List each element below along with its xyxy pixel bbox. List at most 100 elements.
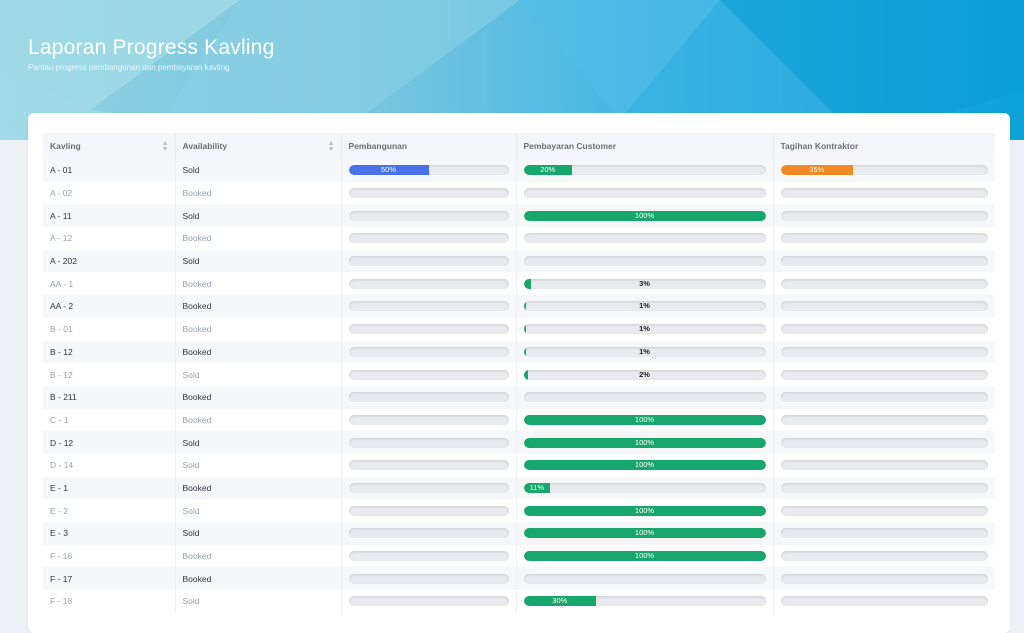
kavling-cell: A - 02: [43, 181, 176, 205]
pembayaran-progress-bar: 2%: [523, 369, 766, 380]
kavling-cell: E - 2: [43, 499, 176, 522]
pembangunan-progress-bar: [348, 528, 509, 539]
table-row[interactable]: E - 2 Sold 100%: [43, 499, 995, 522]
progress-fill: [523, 437, 766, 448]
banner-background-pattern: [0, 0, 1024, 140]
table-header-row: Kavling ▲ ▼ Availability ▲ ▼ Pembangunan P…: [43, 133, 995, 159]
pembangunan-progress-bar: [348, 482, 509, 493]
table-row[interactable]: A - 202 Sold: [43, 249, 995, 273]
pembayaran-progress-bar: 100%: [523, 551, 766, 562]
pembayaran-cell: 100%: [516, 431, 774, 454]
table-row[interactable]: A - 01 Sold 50% 20% 35%: [43, 159, 995, 182]
table-row[interactable]: B - 211 Booked: [43, 385, 995, 409]
pembayaran-cell: [516, 567, 774, 591]
sort-icon[interactable]: ▲ ▼: [327, 140, 335, 153]
table-body: A - 01 Sold 50% 20% 35% A - 02 Booked A - 11 Sol…: [43, 159, 995, 613]
pembayaran-cell: 20%: [516, 159, 774, 182]
kavling-cell: B - 12: [43, 340, 176, 364]
table-row[interactable]: B - 01 Booked 1%: [43, 317, 995, 341]
progress-label: 50%: [380, 165, 396, 175]
pembayaran-cell: 100%: [516, 522, 774, 545]
pembayaran-progress-bar: 30%: [523, 596, 766, 607]
progress-fill: [523, 551, 766, 562]
pembangunan-progress-bar: [348, 346, 509, 357]
table-row[interactable]: F - 16 Booked 100%: [43, 544, 995, 568]
kavling-cell: E - 1: [43, 476, 176, 500]
pembayaran-cell: 30%: [516, 590, 774, 613]
table-row[interactable]: D - 14 Sold 100%: [43, 453, 995, 477]
pembangunan-cell: [341, 522, 517, 545]
pembayaran-progress-bar: 100%: [523, 210, 766, 221]
pembangunan-progress-bar: [348, 301, 509, 312]
column-header-tagihan-kontraktor: Tagihan Kontraktor: [773, 133, 995, 159]
pembangunan-progress-bar: [348, 414, 509, 425]
pembangunan-progress-bar: [348, 256, 509, 267]
kavling-cell: B - 01: [43, 317, 176, 341]
tagihan-cell: [773, 295, 995, 318]
pembangunan-progress-bar: [348, 392, 509, 403]
table-row[interactable]: D - 12 Sold 100%: [43, 431, 995, 454]
tagihan-progress-bar: [780, 551, 988, 562]
column-header-label: Pembangunan: [348, 141, 408, 151]
table-row[interactable]: E - 3 Sold 100%: [43, 522, 995, 545]
pembangunan-cell: [341, 181, 517, 205]
tagihan-cell: [773, 317, 995, 341]
column-header-kavling[interactable]: Kavling ▲ ▼: [43, 133, 176, 159]
kavling-cell: E - 3: [43, 522, 176, 545]
pembangunan-cell: [341, 340, 517, 364]
column-header-availability[interactable]: Availability ▲ ▼: [175, 133, 342, 159]
pembayaran-cell: 1%: [516, 295, 774, 318]
availability-cell: Booked: [175, 567, 342, 591]
availability-cell: Booked: [175, 227, 342, 250]
table-row[interactable]: A - 12 Booked: [43, 227, 995, 250]
availability-cell: Booked: [175, 295, 342, 318]
pembayaran-progress-bar: 3%: [523, 278, 766, 289]
progress-fill: [523, 460, 766, 471]
table-row[interactable]: A - 11 Sold 100%: [43, 204, 995, 228]
table-row[interactable]: F - 17 Booked: [43, 567, 995, 591]
table-row[interactable]: AA - 1 Booked 3%: [43, 272, 995, 296]
table-row[interactable]: C - 1 Booked 100%: [43, 408, 995, 432]
availability-cell: Sold: [175, 522, 342, 545]
pembayaran-cell: 1%: [516, 340, 774, 364]
tagihan-cell: [773, 340, 995, 364]
progress-label: 3%: [639, 278, 650, 288]
table-row[interactable]: B - 12 Booked 1%: [43, 340, 995, 364]
pembayaran-cell: 3%: [516, 272, 774, 296]
pembayaran-cell: [516, 227, 774, 250]
tagihan-cell: [773, 408, 995, 432]
pembayaran-cell: 1%: [516, 317, 774, 341]
pembayaran-cell: [516, 249, 774, 273]
table-row[interactable]: A - 02 Booked: [43, 181, 995, 205]
pembayaran-progress-bar: [523, 233, 766, 244]
tagihan-progress-bar: [780, 188, 988, 199]
sort-icon[interactable]: ▲ ▼: [161, 140, 169, 153]
page-subtitle: Pantau progress pembangunan dan pembayar…: [28, 63, 230, 72]
tagihan-progress-bar: [780, 414, 988, 425]
table-row[interactable]: E - 1 Booked 11%: [43, 476, 995, 500]
pembayaran-progress-bar: 1%: [523, 301, 766, 312]
table-row[interactable]: F - 18 Sold 30%: [43, 590, 995, 613]
progress-fill: [780, 165, 854, 176]
progress-fill: [348, 165, 429, 176]
availability-cell: Booked: [175, 181, 342, 205]
progress-label: 100%: [634, 414, 655, 424]
progress-fill: [523, 346, 526, 357]
table-row[interactable]: AA - 2 Booked 1%: [43, 295, 995, 318]
pembayaran-cell: 2%: [516, 363, 774, 386]
availability-cell: Booked: [175, 544, 342, 568]
pembangunan-cell: [341, 272, 517, 296]
kavling-cell: F - 18: [43, 590, 176, 613]
pembangunan-cell: [341, 317, 517, 341]
pembangunan-progress-bar: [348, 505, 509, 516]
progress-fill: [523, 482, 551, 493]
progress-label: 100%: [634, 551, 655, 561]
tagihan-cell: [773, 544, 995, 568]
table-row[interactable]: B - 12 Sold 2%: [43, 363, 995, 386]
availability-cell: Sold: [175, 453, 342, 477]
pembangunan-progress-bar: [348, 437, 509, 448]
kavling-cell: AA - 1: [43, 272, 176, 296]
tagihan-cell: [773, 181, 995, 205]
pembayaran-cell: 100%: [516, 204, 774, 228]
pembangunan-cell: [341, 295, 517, 318]
